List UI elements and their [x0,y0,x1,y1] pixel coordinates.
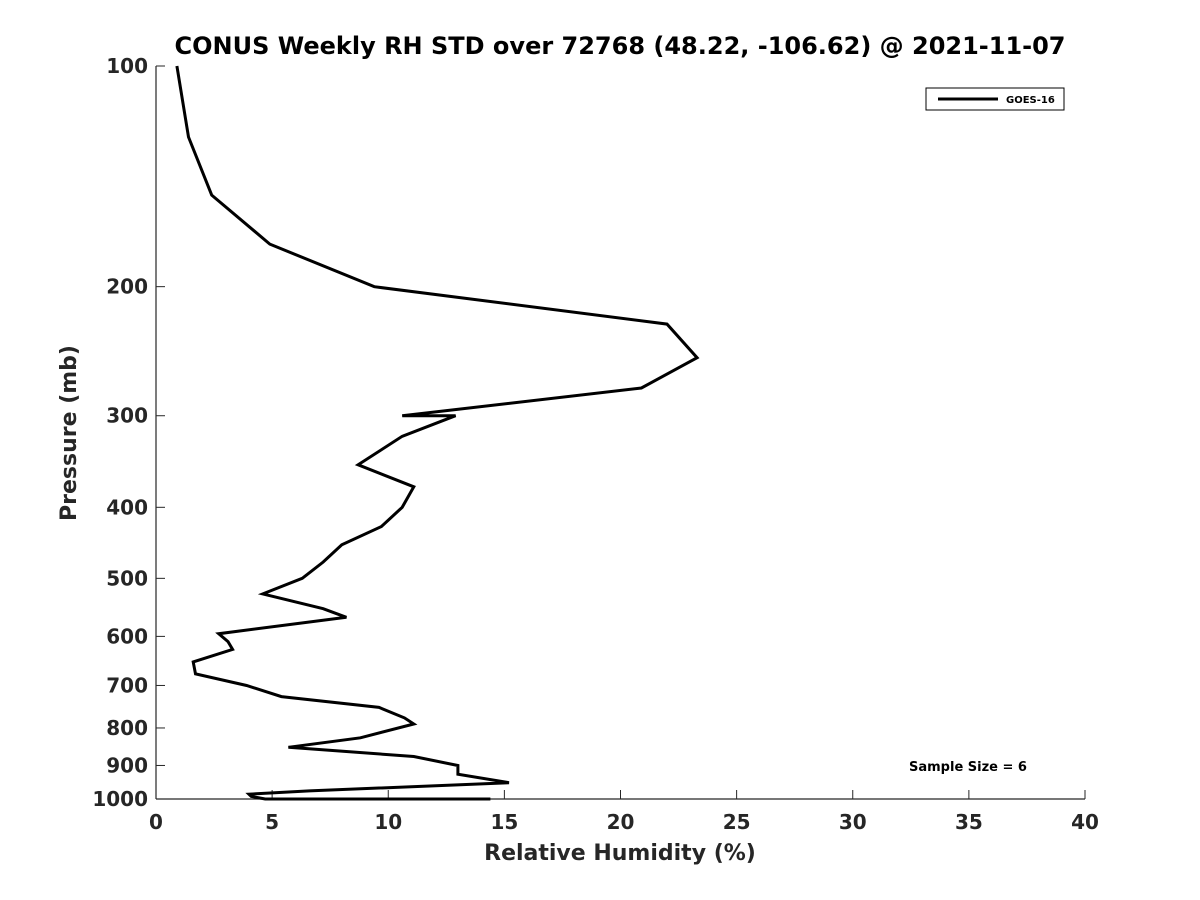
x-tick-label: 25 [723,810,751,834]
y-tick-label: 500 [106,566,148,590]
y-tick-label: 800 [106,716,148,740]
y-tick-label: 1000 [92,787,148,811]
x-tick-label: 15 [490,810,518,834]
x-axis-label: Relative Humidity (%) [484,841,756,866]
y-tick-label: 300 [106,404,148,428]
y-tick-label: 100 [106,54,148,78]
y-axis-ticks: 100 200 300 400 500 600 700 800 900 1000 [92,54,165,811]
series-layer [175,65,700,801]
y-axis-label: Pressure (mb) [57,345,82,521]
x-axis-ticks: 0 5 10 15 20 25 30 35 40 [149,790,1099,834]
sample-size-annotation: Sample Size = 6 [909,760,1027,775]
y-tick-label: 600 [106,624,148,648]
chart-title: CONUS Weekly RH STD over 72768 (48.22, -… [174,32,1065,60]
legend: GOES-16 [925,87,1065,111]
y-tick-label: 700 [106,673,148,697]
x-tick-label: 5 [265,810,279,834]
x-tick-label: 10 [374,810,402,834]
series-line-goes-16 [175,65,700,801]
x-tick-label: 30 [839,810,867,834]
x-tick-label: 40 [1071,810,1099,834]
y-tick-label: 400 [106,495,148,519]
y-tick-label: 200 [106,275,148,299]
x-tick-label: 35 [955,810,983,834]
y-tick-label: 900 [106,753,148,777]
x-tick-label: 20 [607,810,635,834]
x-tick-label: 0 [149,810,163,834]
legend-label-goes-16: GOES-16 [1006,95,1055,106]
